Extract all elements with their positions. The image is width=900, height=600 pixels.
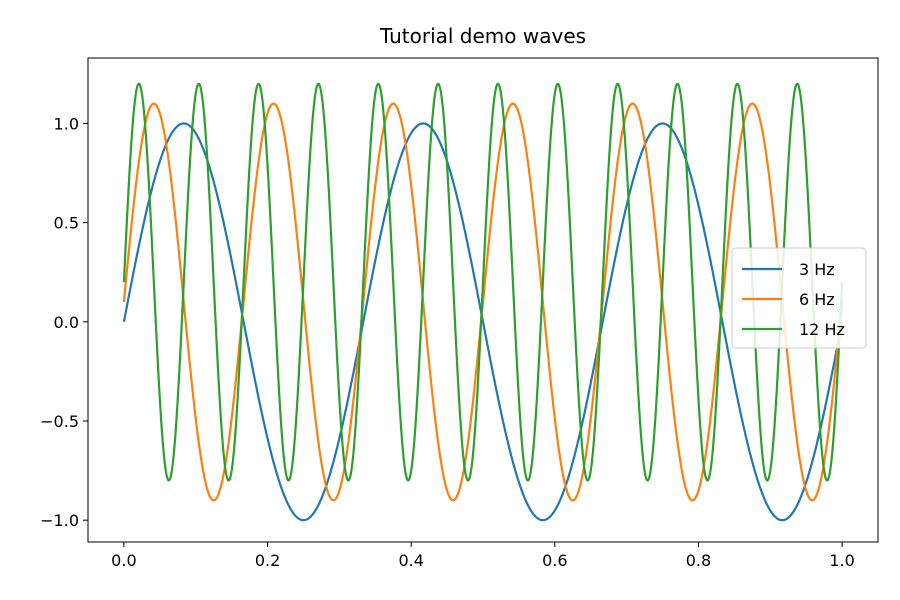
series-line-3hz: [122, 122, 844, 522]
x-tick-label: 0.6: [542, 551, 567, 570]
x-tick-label: 0.4: [398, 551, 423, 570]
series-group: [122, 82, 844, 522]
legend: 3 Hz 6 Hz 12 Hz: [731, 247, 867, 349]
chart-title: Tutorial demo waves: [379, 24, 586, 48]
x-axis: 0.0 0.2 0.4 0.6 0.8 1.0: [111, 542, 855, 570]
x-tick-label: 0.0: [111, 551, 136, 570]
legend-entry: 12 Hz: [799, 320, 845, 339]
y-tick-label: 0.5: [54, 214, 79, 233]
plot-area: [87, 57, 879, 543]
x-tick-label: 1.0: [829, 551, 854, 570]
y-tick-label: 0.0: [54, 313, 79, 332]
y-tick-label: 1.0: [54, 114, 79, 133]
x-tick-label: 0.2: [255, 551, 280, 570]
y-tick-label: −1.0: [40, 511, 79, 530]
x-tick-label: 0.8: [686, 551, 711, 570]
plot-frame: [87, 57, 879, 543]
series-line-12hz: [122, 82, 844, 482]
legend-box: [731, 247, 867, 349]
legend-entry: 3 Hz: [799, 260, 835, 279]
y-axis: −1.0 −0.5 0.0 0.5 1.0: [40, 114, 88, 530]
legend-entry: 6 Hz: [799, 290, 835, 309]
y-tick-label: −0.5: [40, 412, 79, 431]
